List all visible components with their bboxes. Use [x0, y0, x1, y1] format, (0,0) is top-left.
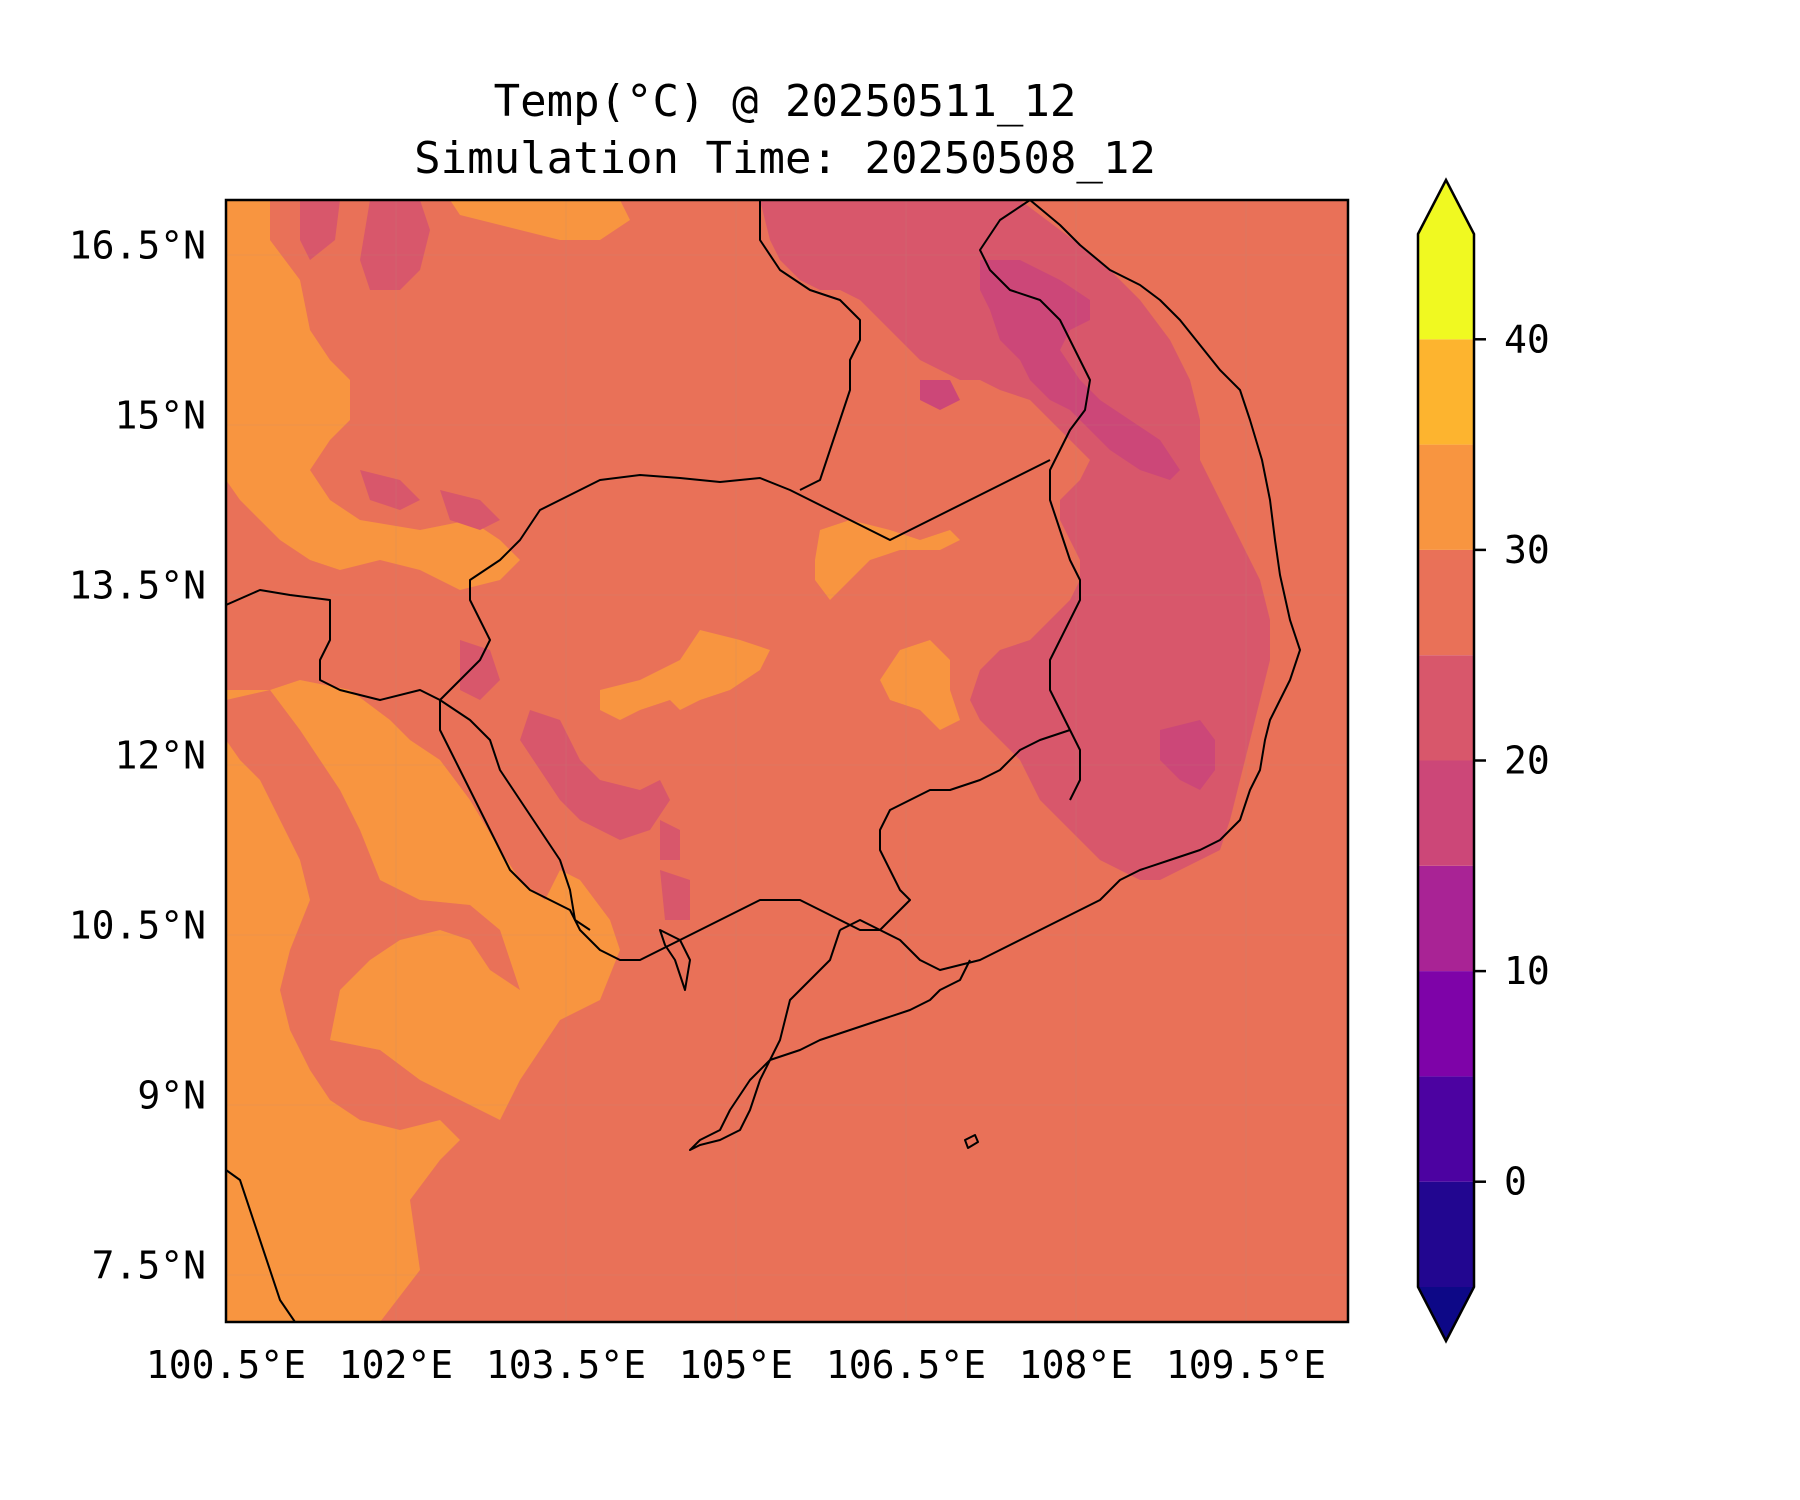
phu-quoc-island: [659, 929, 691, 991]
y-tick-label: 15°N: [114, 393, 206, 437]
colorbar-tick-label: 20: [1504, 739, 1550, 783]
coolest-region-highlands: [920, 260, 1215, 790]
colorbar-tick-label: 0: [1504, 1160, 1527, 1204]
cambodia-border: [439, 459, 1071, 961]
title-line-1: Temp(°C) @ 20250511_12: [494, 76, 1077, 127]
colorbar: [1416, 177, 1476, 1344]
colorbar-band: [1418, 1076, 1474, 1182]
coastlines-and-borders: [226, 200, 1301, 1322]
x-tick-label: 100.5°E: [146, 1343, 306, 1387]
map-panel: [226, 200, 1348, 1322]
colorbar-band: [1418, 339, 1474, 445]
vietnam-coastline: [839, 200, 1301, 971]
colorbar-over-arrow: [1418, 180, 1474, 234]
y-tick-label: 16.5°N: [69, 223, 206, 267]
con-dao-island: [964, 1134, 979, 1149]
y-tick-label: 9°N: [137, 1073, 206, 1117]
colorbar-band: [1418, 234, 1474, 340]
y-tick-label: 12°N: [114, 733, 206, 777]
colorbar-tick-label: 30: [1504, 528, 1550, 572]
cool-region-northeast: [760, 200, 1270, 880]
x-tick-label: 105°E: [679, 1343, 793, 1387]
x-tick-label: 109.5°E: [1166, 1343, 1326, 1387]
colorbar-band: [1418, 760, 1474, 866]
graticule: [226, 200, 1348, 1322]
colorbar-under-arrow: [1418, 1287, 1474, 1341]
warm-region-cambodia: [600, 520, 960, 730]
thailand-gulf-coast: [226, 589, 591, 931]
colorbar-band: [1418, 655, 1474, 761]
x-tick-label: 102°E: [339, 1343, 453, 1387]
colorbar-tick-label: 40: [1504, 317, 1550, 361]
colorbar-band: [1418, 1181, 1474, 1287]
warm-region-northwest: [226, 200, 630, 590]
x-tick-label: 108°E: [1019, 1343, 1133, 1387]
colorbar-tick-label: 10: [1504, 949, 1550, 993]
x-tick-label: 103.5°E: [486, 1343, 646, 1387]
cool-region-west-coast: [460, 640, 690, 920]
y-tick-label: 7.5°N: [92, 1243, 206, 1287]
map-frame: [224, 198, 1350, 1324]
mekong-delta-coast: [689, 929, 971, 1151]
x-tick-label: 106.5°E: [826, 1343, 986, 1387]
colorbar-band: [1418, 444, 1474, 550]
y-axis-ticks: 16.5°N 15°N 13.5°N 12°N 10.5°N 9°N 7.5°N: [69, 223, 206, 1287]
y-tick-label: 13.5°N: [69, 563, 206, 607]
title-line-2: Simulation Time: 20250508_12: [414, 133, 1156, 184]
colorbar-band: [1418, 549, 1474, 656]
colorbar-ticks: 0 10 20 30 40: [1474, 317, 1550, 1204]
malay-peninsula-coast: [226, 1169, 296, 1322]
colorbar-band: [1418, 971, 1474, 1077]
warm-region-gulf: [226, 680, 620, 1322]
laos-vietnam-border: [979, 200, 1091, 801]
y-tick-label: 10.5°N: [69, 903, 206, 947]
thailand-laos-border: [759, 200, 861, 491]
colorbar-outline: [1416, 177, 1476, 1344]
colorbar-band: [1418, 865, 1474, 972]
x-axis-ticks: 100.5°E 102°E 103.5°E 105°E 106.5°E 108°E 109.…: [146, 1343, 1326, 1387]
cool-region-north: [300, 200, 500, 530]
